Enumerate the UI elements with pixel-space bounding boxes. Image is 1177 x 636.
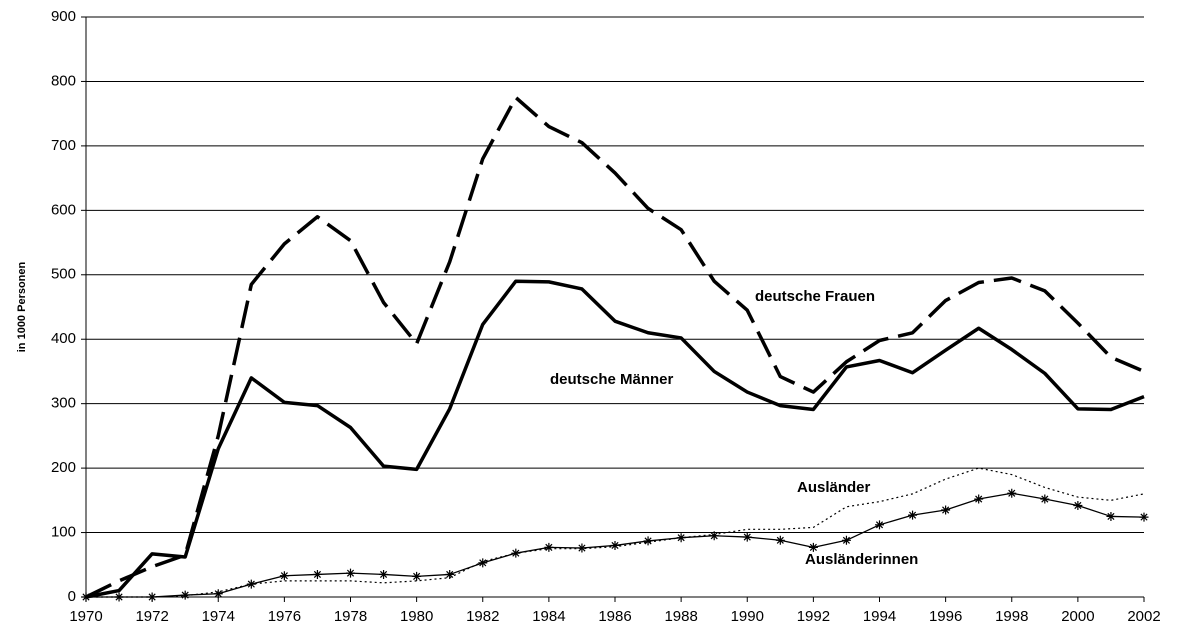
series-label: Ausländer: [797, 479, 871, 496]
series-line: [85, 95, 1145, 599]
y-axis-title: in 1000 Personen: [16, 261, 28, 352]
star-marker: [775, 535, 785, 545]
x-tick-label: 1990: [731, 608, 764, 625]
series-line: [85, 279, 1145, 599]
x-tick-label: 1994: [863, 608, 896, 625]
star-marker: [808, 542, 818, 552]
x-tick-label: 2000: [1061, 608, 1094, 625]
star-marker: [974, 494, 984, 504]
x-tick-label: 1978: [334, 608, 367, 625]
star-marker: [676, 533, 686, 543]
x-tick-label: 1974: [202, 608, 235, 625]
star-marker: [1040, 494, 1050, 504]
x-tick-label: 1996: [929, 608, 962, 625]
x-tick-label: 1992: [797, 608, 830, 625]
y-tick-label: 700: [51, 137, 76, 154]
star-marker: [412, 571, 422, 581]
star-marker: [875, 520, 884, 530]
y-tick-label: 600: [51, 201, 76, 218]
series-label: Ausländerinnen: [805, 551, 918, 568]
star-marker: [1106, 511, 1116, 521]
y-tick-label: 200: [51, 459, 76, 476]
x-tick-label: 1986: [598, 608, 631, 625]
star-marker: [312, 569, 322, 579]
star-marker: [709, 531, 719, 541]
y-tick-label: 400: [51, 330, 76, 347]
star-marker: [246, 579, 256, 589]
star-marker: [643, 536, 653, 546]
star-marker: [577, 543, 587, 553]
star-marker: [511, 548, 521, 558]
x-tick-label: 1980: [400, 608, 433, 625]
x-tick-label: 1972: [135, 608, 168, 625]
x-tick-label: 2002: [1127, 608, 1160, 625]
y-tick-label: 0: [68, 588, 76, 605]
y-tick-label: 100: [51, 524, 76, 541]
series-label: deutsche Frauen: [755, 288, 875, 305]
star-marker: [114, 592, 124, 602]
star-marker: [279, 571, 289, 581]
star-marker: [610, 540, 620, 550]
star-marker: [445, 569, 455, 579]
y-tick-label: 300: [51, 395, 76, 412]
x-tick-label: 1970: [69, 608, 102, 625]
star-marker: [346, 568, 355, 578]
x-tick-label: 1982: [466, 608, 499, 625]
star-marker: [908, 510, 918, 520]
x-tick-label: 1988: [664, 608, 697, 625]
star-marker: [478, 558, 488, 568]
star-marker: [1139, 512, 1149, 522]
star-marker: [379, 569, 389, 579]
series-label: deutsche Männer: [550, 371, 674, 388]
star-marker: [1073, 500, 1083, 510]
star-marker: [841, 535, 851, 545]
star-marker: [544, 542, 554, 552]
y-tick-label: 800: [51, 72, 76, 89]
x-tick-label: 1998: [995, 608, 1028, 625]
star-marker: [180, 590, 190, 600]
star-marker: [147, 592, 157, 602]
x-tick-label: 1984: [532, 608, 565, 625]
y-tick-label: 900: [51, 8, 76, 25]
star-marker: [213, 589, 223, 599]
star-marker: [1007, 488, 1017, 498]
star-marker: [81, 592, 91, 602]
y-tick-label: 500: [51, 266, 76, 283]
star-marker: [941, 505, 951, 515]
star-marker: [742, 532, 752, 542]
x-tick-label: 1976: [268, 608, 301, 625]
